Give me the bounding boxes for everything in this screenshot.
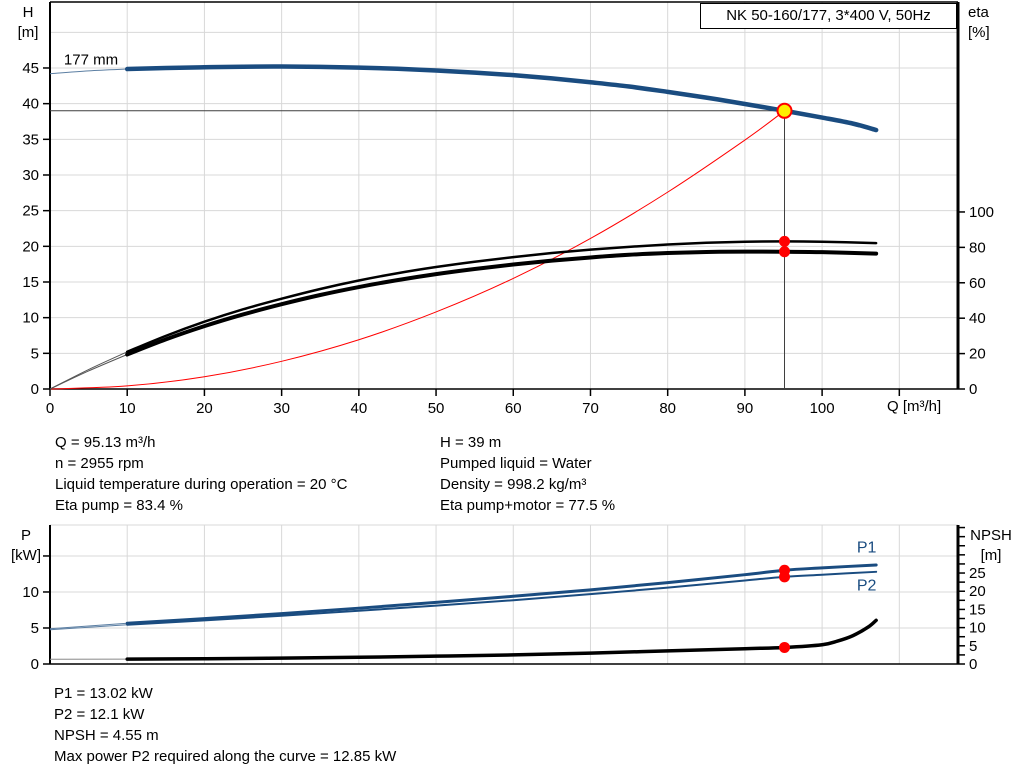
duty-point[interactable] [776,102,793,119]
p2-curve-thin [49,624,128,631]
info-max-power: Max power P2 required along the curve = … [54,748,397,765]
npsh-axis-unit: [m] [980,547,1002,564]
x-tick-label: 40 [350,400,367,417]
npsh-curve [125,618,878,661]
y-right-tick-label: 5 [969,638,977,655]
y-left-tick-label: 5 [31,620,39,637]
p1-curve-label: P1 [857,539,877,556]
x-tick-label: 20 [196,400,213,417]
p2-curve-label: P2 [857,577,877,594]
info-p1: P1 = 13.02 kW [54,685,153,702]
x-tick-label: 30 [273,400,290,417]
eta-pump-curve [125,240,878,354]
npsh-point [779,641,791,653]
y-left-tick-label: 0 [31,381,39,398]
eta-pump-motor-point [779,246,791,258]
p-axis-unit: [kW] [11,547,41,564]
info-block-bottom: P1 = 13.02 kW P2 = 12.1 kW NPSH = 4.55 m… [54,683,396,767]
h-axis-label: H [m] [6,3,50,43]
y-left-tick-label: 15 [22,274,39,291]
eta-pump-point [779,235,791,247]
x-tick-label: 0 [46,400,54,417]
y-left-tick-label: 10 [22,584,39,601]
pump-curve-177mm [124,64,879,133]
y-right-tick-label: 0 [969,656,977,673]
y-right-tick-label: 80 [969,239,986,256]
h-axis-unit: [m] [17,24,39,41]
impeller-diameter-label: 177 mm [64,51,118,68]
y-right-tick-label: 20 [969,583,986,600]
x-tick-label: 100 [810,400,835,417]
info-rpm: n = 2955 rpm [55,455,144,472]
x-tick-label: 70 [582,400,599,417]
eta-axis-symbol: eta [968,4,989,21]
x-tick-label: 90 [737,400,754,417]
p1-curve-thin [49,622,128,630]
y-right-tick-label: 25 [969,565,986,582]
q-axis-label: Q [m³/h] [887,398,942,415]
x-tick-label: 50 [428,400,445,417]
info-npsh: NPSH = 4.55 m [54,727,159,744]
p-axis-symbol: P [20,527,31,544]
power-npsh-chart: P1 P2 [43,524,965,665]
y-right-tick-label: 0 [969,381,977,398]
y-left-tick-label: 20 [22,238,39,255]
info-block-right: H = 39 m Pumped liquid = Water Density =… [440,432,615,516]
x-tick-label: 60 [505,400,522,417]
pump-title-box: NK 50-160/177, 3*400 V, 50Hz [700,3,957,29]
info-h: H = 39 m [440,434,502,451]
npsh-axis-symbol: NPSH [970,527,1012,544]
y-right-tick-label: 15 [969,601,986,618]
x-tick-label: 10 [119,400,136,417]
h-axis-symbol: H [22,4,34,21]
y-left-tick-label: 30 [22,167,39,184]
p1-curve [125,563,878,625]
p2-point [779,571,791,583]
eta-pump-motor-curve [125,249,879,357]
y-left-tick-label: 5 [31,345,39,362]
y-left-tick-label: 10 [22,310,39,327]
y-right-tick-label: 20 [969,346,986,363]
y-left-tick-label: 45 [22,60,39,77]
info-block-left: Q = 95.13 m³/h n = 2955 rpm Liquid tempe… [55,432,347,516]
y-right-tick-label: 10 [969,620,986,637]
p-axis-label: P [kW] [4,526,48,566]
y-right-tick-label: 100 [969,204,994,221]
info-q: Q = 95.13 m³/h [55,434,156,451]
y-left-tick-label: 0 [31,656,39,673]
npsh-axis-label: NPSH [m] [962,526,1020,566]
y-right-tick-label: 60 [969,275,986,292]
info-eta-pump-motor: Eta pump+motor = 77.5 % [440,497,616,514]
info-eta-pump: Eta pump = 83.4 % [55,497,183,514]
y-left-tick-label: 40 [22,96,39,113]
info-pumped-liquid: Pumped liquid = Water [440,455,592,472]
y-right-tick-label: 40 [969,310,986,327]
info-density: Density = 998.2 kg/m³ [440,476,587,493]
y-left-tick-label: 25 [22,203,39,220]
pump-curve-177mm-thin [49,68,128,75]
y-left-tick-label: 35 [22,131,39,148]
x-tick-label: 80 [659,400,676,417]
hq-chart: 177 mm [43,1,965,396]
eta-pump-motor-curve-thin [49,354,128,390]
info-liquid-temp: Liquid temperature during operation = 20… [55,476,348,493]
eta-axis-label: eta [%] [968,3,1020,43]
info-p2: P2 = 12.1 kW [54,706,145,723]
system-curve [49,110,785,390]
eta-axis-unit: [%] [968,24,990,41]
